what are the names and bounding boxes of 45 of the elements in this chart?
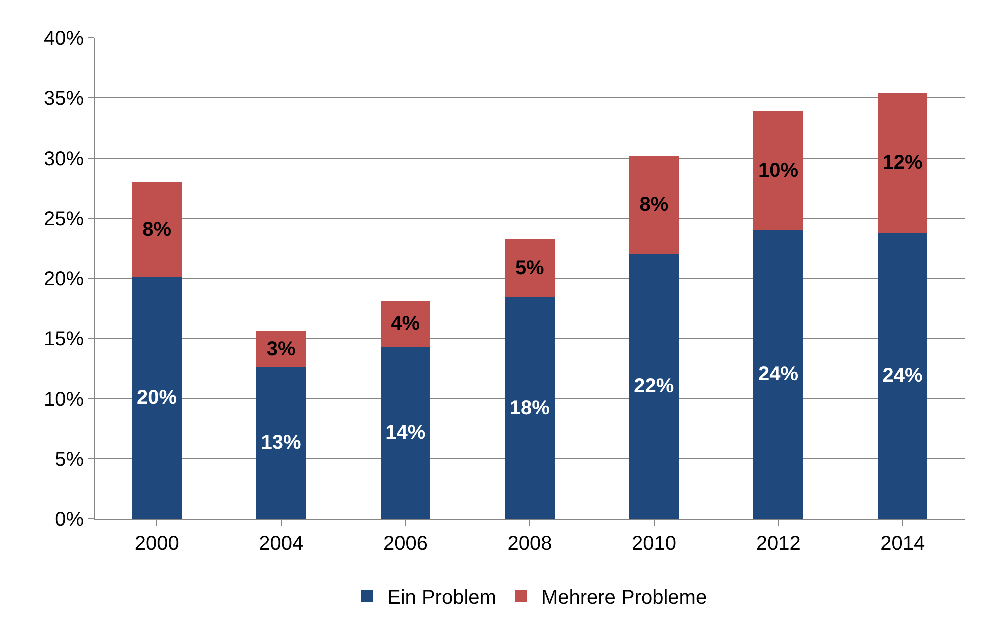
- data-label: 8%: [640, 194, 669, 216]
- data-label: 24%: [758, 364, 799, 386]
- data-label: 4%: [391, 313, 420, 336]
- data-label: 14%: [386, 422, 426, 444]
- data-label: 10%: [758, 160, 799, 182]
- y-tick-label: 25%: [44, 208, 84, 230]
- data-label: 13%: [261, 432, 302, 454]
- x-tick-label: 2008: [508, 533, 552, 555]
- bar: [878, 232, 928, 519]
- data-label: 22%: [634, 376, 674, 398]
- x-tick-label: 2014: [880, 533, 926, 555]
- x-tick-label: 2012: [756, 533, 801, 555]
- bar: [505, 238, 555, 298]
- bar: [132, 277, 182, 519]
- y-tick-label: 0%: [55, 509, 84, 531]
- x-tick-label: 2004: [259, 533, 304, 555]
- x-tick-label: 2000: [134, 533, 180, 555]
- y-tick-label: 30%: [44, 148, 84, 170]
- y-tick-label: 15%: [44, 328, 84, 351]
- y-tick-label: 20%: [44, 268, 84, 290]
- data-label: 8%: [142, 218, 172, 241]
- data-label: 12%: [882, 152, 923, 174]
- bar: [505, 298, 555, 519]
- data-label: 20%: [137, 387, 178, 410]
- bar: [629, 156, 680, 254]
- bar: [256, 367, 306, 519]
- bar: [629, 254, 680, 519]
- y-tick-label: 35%: [44, 88, 84, 110]
- bar: [380, 347, 431, 519]
- legend-label: Mehrere Probleme: [541, 587, 708, 610]
- bar: [878, 93, 928, 233]
- y-tick-label: 10%: [44, 388, 84, 411]
- y-tick-label: 5%: [55, 448, 84, 471]
- y-tick-label: 40%: [44, 28, 84, 50]
- data-label: 5%: [515, 257, 545, 280]
- legend-label: Ein Problem: [388, 587, 496, 610]
- bar: [754, 230, 804, 519]
- bar: [754, 111, 804, 230]
- data-label: 3%: [266, 338, 296, 360]
- bar: [380, 301, 431, 348]
- data-label: 18%: [510, 397, 550, 420]
- data-label: 24%: [882, 364, 923, 387]
- x-tick-label: 2006: [383, 533, 428, 555]
- bar: [132, 182, 182, 278]
- x-tick-label: 2010: [632, 533, 677, 555]
